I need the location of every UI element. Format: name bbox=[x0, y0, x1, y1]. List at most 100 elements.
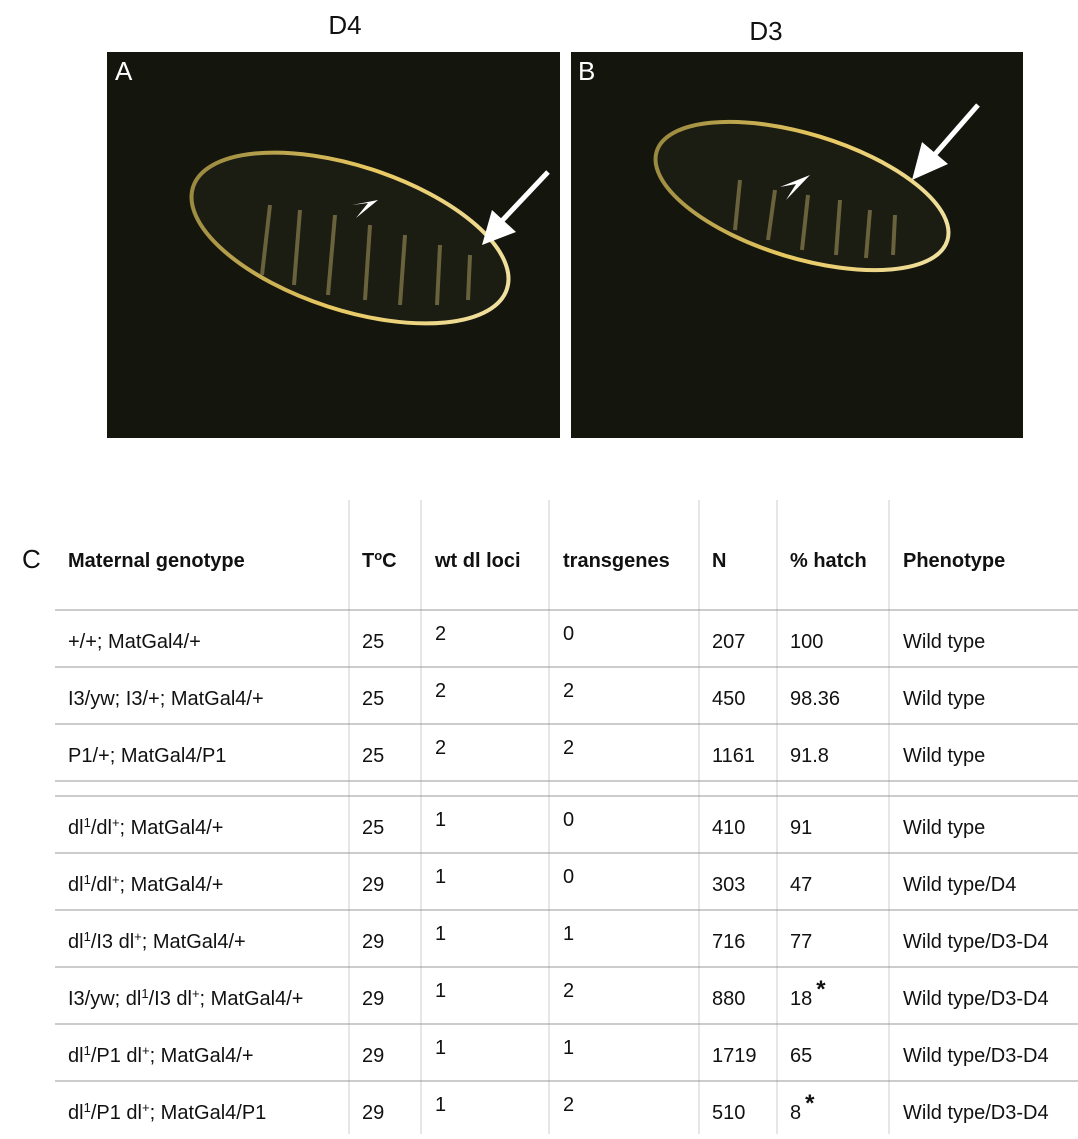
superscript: o bbox=[374, 548, 382, 563]
hatch-cell: 91 bbox=[790, 817, 812, 839]
temp-cell: 25 bbox=[362, 631, 384, 653]
loci-cell: 1 bbox=[435, 980, 446, 1002]
phenotype-cell: Wild type/D3-D4 bbox=[903, 931, 1049, 953]
text-run: 47 bbox=[790, 874, 812, 896]
text-run: 77 bbox=[790, 931, 812, 953]
text-run: /I3 dl bbox=[91, 931, 134, 953]
panel-a: A D4 bbox=[107, 10, 560, 438]
hatch-cell: 98.36 bbox=[790, 688, 840, 710]
transgenes-cell: 2 bbox=[563, 980, 574, 1002]
panel-heading: D4 bbox=[328, 10, 361, 40]
transgenes-cell: 2 bbox=[563, 680, 574, 702]
column-header: Maternal genotype bbox=[68, 550, 245, 572]
phenotype-cell: Wild type/D3-D4 bbox=[903, 988, 1049, 1010]
n-cell: 1719 bbox=[712, 1045, 757, 1067]
hatch-cell: 47 bbox=[790, 874, 812, 896]
phenotype-cell: Wild type bbox=[903, 817, 985, 839]
text-run: dl bbox=[68, 874, 84, 896]
text-run: dl bbox=[68, 931, 84, 953]
genotype: dl1/dl+; MatGal4/+ bbox=[68, 872, 223, 897]
phenotype-cell: Wild type bbox=[903, 631, 985, 653]
hatch-cell: 18* bbox=[790, 976, 826, 1010]
temp-cell: 25 bbox=[362, 817, 384, 839]
genotype: I3/yw; dl1/I3 dl+; MatGal4/+ bbox=[68, 986, 303, 1011]
phenotype-cell: Wild type/D3-D4 bbox=[903, 1102, 1049, 1124]
n-cell: 410 bbox=[712, 817, 745, 839]
n-cell: 1161 bbox=[712, 745, 755, 767]
text-run: ; MatGal4/+ bbox=[150, 1045, 254, 1067]
text-run: 91 bbox=[790, 817, 812, 839]
genotype: dl1/I3 dl+; MatGal4/+ bbox=[68, 929, 246, 954]
text-run: /dl bbox=[91, 817, 112, 839]
temp-cell: 29 bbox=[362, 874, 384, 896]
loci-cell: 1 bbox=[435, 809, 446, 831]
text-run: 100 bbox=[790, 631, 823, 653]
text-run: /I3 dl bbox=[149, 988, 192, 1010]
text-run: 8 bbox=[790, 1102, 801, 1124]
column-header: ToC bbox=[362, 548, 397, 573]
figure: A D4 B D3 C Maternal genotype ToC wt dl lo… bbox=[0, 0, 1078, 1134]
superscript: 1 bbox=[84, 1100, 91, 1115]
superscript: + bbox=[112, 872, 120, 887]
superscript: 1 bbox=[84, 872, 91, 887]
transgenes-cell: 0 bbox=[563, 809, 574, 831]
text-run: I3/yw; dl bbox=[68, 988, 141, 1010]
hatch-cell: 65 bbox=[790, 1045, 812, 1067]
text-run: T bbox=[362, 550, 374, 572]
significance-mark: * bbox=[805, 1090, 815, 1117]
text-run: /dl bbox=[91, 874, 112, 896]
text-run: ; MatGal4/+ bbox=[200, 988, 304, 1010]
genotype: dl1/P1 dl+; MatGal4/P1 bbox=[68, 1100, 266, 1125]
superscript: + bbox=[192, 986, 200, 1001]
hatch-cell: 8* bbox=[790, 1090, 815, 1124]
loci-cell: 2 bbox=[435, 680, 446, 702]
superscript: 1 bbox=[84, 815, 91, 830]
superscript: + bbox=[112, 815, 120, 830]
n-cell: 880 bbox=[712, 988, 745, 1010]
phenotype-cell: Wild type bbox=[903, 745, 985, 767]
n-cell: 303 bbox=[712, 874, 745, 896]
transgenes-cell: 2 bbox=[563, 737, 574, 759]
loci-cell: 1 bbox=[435, 1094, 446, 1116]
phenotype-cell: Wild type bbox=[903, 688, 985, 710]
text-run: I3/yw; I3/+; MatGal4/+ bbox=[68, 688, 264, 710]
genotype: P1/+; MatGal4/P1 bbox=[68, 745, 226, 767]
transgenes-cell: 2 bbox=[563, 1094, 574, 1116]
text-run: +/+; MatGal4/+ bbox=[68, 631, 201, 653]
n-cell: 716 bbox=[712, 931, 745, 953]
text-run: P1/+; MatGal4/P1 bbox=[68, 745, 226, 767]
superscript: 1 bbox=[84, 1043, 91, 1058]
temp-cell: 29 bbox=[362, 1045, 384, 1067]
panel-b: B D3 bbox=[571, 16, 1023, 438]
text-run: ; MatGal4/P1 bbox=[150, 1102, 267, 1124]
panel-label: C bbox=[22, 544, 41, 574]
text-run: ; MatGal4/+ bbox=[120, 874, 224, 896]
superscript: 1 bbox=[141, 986, 148, 1001]
text-run: 91.8 bbox=[790, 745, 829, 767]
n-cell: 207 bbox=[712, 631, 745, 653]
n-cell: 450 bbox=[712, 688, 745, 710]
panel-heading: D3 bbox=[749, 16, 782, 46]
column-header: % hatch bbox=[790, 550, 867, 572]
text-run: 98.36 bbox=[790, 688, 840, 710]
phenotype-cell: Wild type/D4 bbox=[903, 874, 1016, 896]
superscript: 1 bbox=[84, 929, 91, 944]
loci-cell: 2 bbox=[435, 737, 446, 759]
genotype: +/+; MatGal4/+ bbox=[68, 631, 201, 653]
superscript: + bbox=[142, 1100, 150, 1115]
loci-cell: 2 bbox=[435, 623, 446, 645]
temp-cell: 25 bbox=[362, 688, 384, 710]
text-run: dl bbox=[68, 817, 84, 839]
genotype: I3/yw; I3/+; MatGal4/+ bbox=[68, 688, 264, 710]
genotype: dl1/P1 dl+; MatGal4/+ bbox=[68, 1043, 254, 1068]
text-run: /P1 dl bbox=[91, 1045, 142, 1067]
column-header: wt dl loci bbox=[434, 550, 521, 572]
text-run: 65 bbox=[790, 1045, 812, 1067]
transgenes-cell: 0 bbox=[563, 866, 574, 888]
hatch-cell: 77 bbox=[790, 931, 812, 953]
text-run: dl bbox=[68, 1102, 84, 1124]
text-run: ; MatGal4/+ bbox=[142, 931, 246, 953]
temp-cell: 29 bbox=[362, 931, 384, 953]
temp-cell: 29 bbox=[362, 988, 384, 1010]
